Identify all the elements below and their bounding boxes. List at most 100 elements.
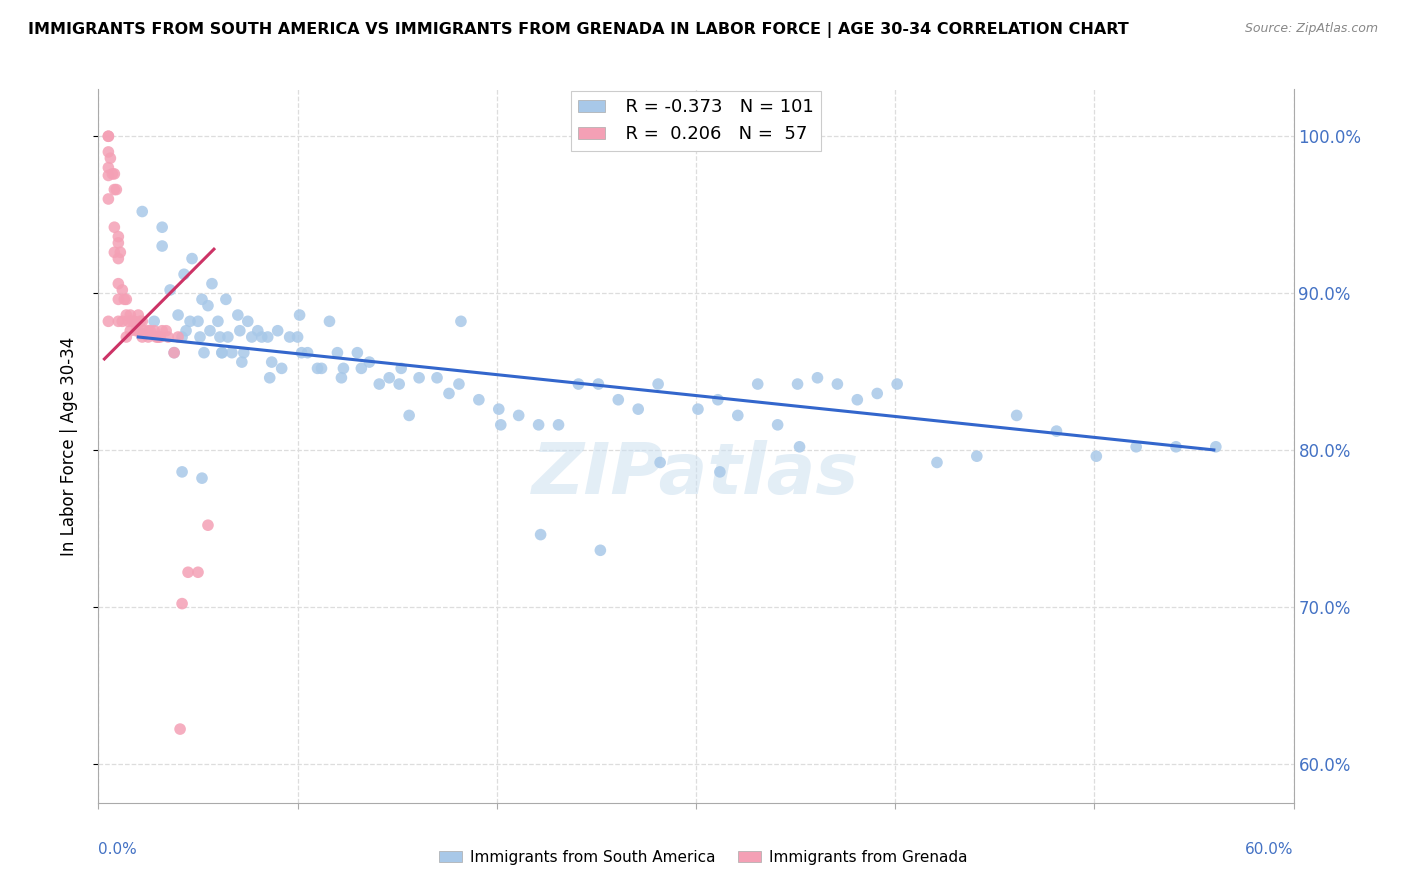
Point [607, 392, 630, 407]
Point [117, 314, 139, 328]
Point [925, 455, 948, 469]
Point [567, 377, 589, 392]
Point [107, 314, 129, 328]
Point [217, 330, 239, 344]
Point [115, 293, 138, 307]
Point [120, 324, 142, 338]
Point [149, 330, 172, 344]
Point [197, 518, 219, 533]
Point [1085, 449, 1108, 463]
Point [136, 330, 159, 344]
Point [197, 299, 219, 313]
Point [388, 377, 411, 392]
Point [198, 324, 221, 338]
Point [112, 293, 135, 307]
Point [527, 417, 550, 432]
Point [136, 324, 159, 338]
Point [115, 330, 138, 344]
Point [169, 722, 191, 736]
Point [121, 314, 143, 328]
Point [627, 402, 650, 417]
Point [488, 402, 510, 417]
Point [468, 392, 491, 407]
Point [530, 527, 553, 541]
Point [447, 377, 470, 392]
Point [172, 465, 194, 479]
Point [359, 355, 381, 369]
Point [240, 330, 263, 344]
Point [97, 314, 120, 328]
Point [97, 129, 120, 144]
Point [709, 465, 731, 479]
Point [246, 324, 269, 338]
Point [231, 355, 253, 369]
Point [155, 324, 177, 338]
Point [350, 361, 373, 376]
Point [346, 345, 368, 359]
Point [127, 308, 149, 322]
Point [107, 293, 129, 307]
Point [187, 566, 209, 580]
Point [330, 371, 353, 385]
Point [127, 324, 149, 338]
Point [125, 324, 148, 338]
Point [98, 151, 122, 165]
Point [139, 324, 162, 338]
Point [163, 345, 186, 359]
Point [232, 345, 254, 359]
Point [97, 145, 120, 159]
Point [332, 361, 354, 376]
Point [489, 417, 512, 432]
Point [229, 324, 252, 338]
Point [318, 314, 340, 328]
Point [193, 345, 215, 359]
Point [148, 330, 170, 344]
Point [201, 277, 224, 291]
Point [103, 183, 125, 197]
Point [208, 330, 231, 344]
Point [326, 345, 349, 359]
Point [648, 455, 672, 469]
Point [173, 267, 195, 281]
Point [124, 314, 146, 328]
Point [188, 330, 211, 344]
Point [211, 345, 233, 359]
Point [101, 167, 124, 181]
Point [288, 308, 311, 322]
Y-axis label: In Labor Force | Age 30-34: In Labor Force | Age 30-34 [59, 336, 77, 556]
Point [97, 129, 120, 144]
Legend:   R = -0.373   N = 101,   R =  0.206   N =  57: R = -0.373 N = 101, R = 0.206 N = 57 [571, 91, 821, 151]
Point [827, 377, 849, 392]
Point [450, 314, 472, 328]
Point [167, 308, 190, 322]
Point [250, 330, 273, 344]
Point [437, 386, 460, 401]
Point [766, 417, 789, 432]
Point [287, 330, 309, 344]
Point [589, 543, 612, 558]
Point [107, 277, 129, 291]
Point [172, 597, 194, 611]
Text: 0.0%: 0.0% [98, 842, 138, 856]
Point [806, 371, 828, 385]
Point [1125, 440, 1147, 454]
Point [588, 377, 610, 392]
Point [226, 308, 249, 322]
Point [143, 324, 166, 338]
Point [211, 345, 233, 359]
Point [368, 377, 391, 392]
Point [97, 192, 120, 206]
Point [191, 471, 214, 485]
Point [866, 386, 889, 401]
Point [148, 330, 170, 344]
Point [260, 355, 283, 369]
Point [236, 314, 259, 328]
Point [107, 235, 129, 250]
Point [97, 169, 120, 183]
Point [426, 371, 449, 385]
Point [150, 239, 173, 253]
Point [207, 314, 229, 328]
Point [727, 409, 749, 423]
Point [1205, 440, 1227, 454]
Point [215, 293, 238, 307]
